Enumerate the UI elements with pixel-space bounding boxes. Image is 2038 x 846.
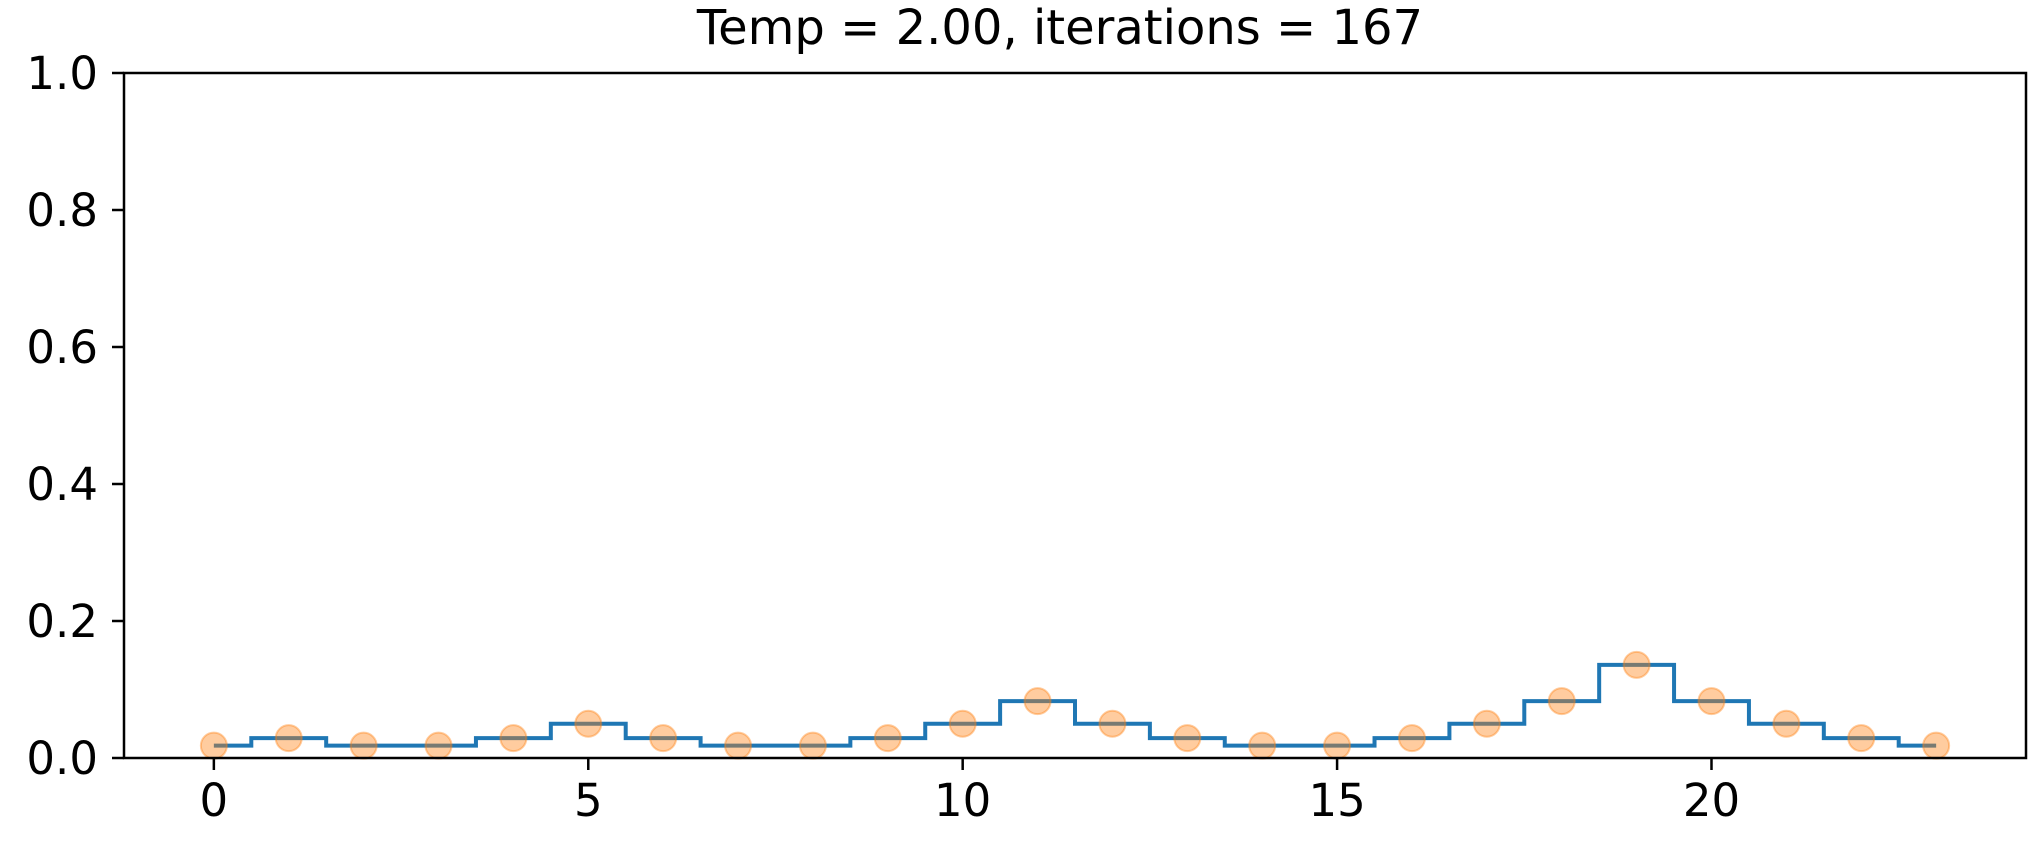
- x-tick-label: 0: [200, 774, 229, 827]
- data-point-marker: [1248, 731, 1277, 760]
- data-point-marker: [1023, 687, 1052, 716]
- data-point-marker: [873, 724, 902, 753]
- x-tick-label: 5: [574, 774, 603, 827]
- axes: 0 5 10 15 20 0.0 0.2 0.4 0.6 0.8 1.0: [26, 47, 2028, 827]
- data-point-marker: [1697, 687, 1726, 716]
- data-point-marker: [798, 731, 827, 760]
- data-point-marker: [199, 731, 228, 760]
- data-point-marker: [1547, 687, 1576, 716]
- data-point-marker: [1323, 731, 1352, 760]
- data-point-marker: [424, 731, 453, 760]
- data-point-marker: [1098, 709, 1127, 738]
- data-point-marker: [948, 709, 977, 738]
- data-point-marker: [649, 724, 678, 753]
- data-point-marker: [724, 731, 753, 760]
- data-point-marker: [1772, 709, 1801, 738]
- y-tick-label: 0.2: [26, 595, 98, 648]
- y-tick-label: 0.8: [26, 184, 98, 237]
- data-point-marker: [1472, 709, 1501, 738]
- data-point-marker: [574, 709, 603, 738]
- y-tick-label: 0.6: [26, 321, 98, 374]
- data-point-marker: [1922, 731, 1951, 760]
- chart-title: Temp = 2.00, iterations = 167: [696, 0, 1423, 56]
- data-point-marker: [1397, 724, 1426, 753]
- x-tick-label: 10: [934, 774, 991, 827]
- data-point-marker: [1622, 650, 1651, 679]
- x-tick-label: 15: [1308, 774, 1365, 827]
- data-point-marker: [499, 724, 528, 753]
- y-tick-label: 0.4: [26, 458, 98, 511]
- y-tick-label: 1.0: [26, 47, 98, 100]
- data-point-marker: [1847, 724, 1876, 753]
- x-tick-label: 20: [1683, 774, 1740, 827]
- data-point-marker: [349, 731, 378, 760]
- axes-frame: [122, 71, 2028, 760]
- data-point-marker: [274, 724, 303, 753]
- data-point-marker: [1173, 724, 1202, 753]
- y-tick-label: 0.0: [26, 732, 98, 785]
- step-line-series: [213, 662, 1937, 748]
- plot-area: [199, 650, 1951, 760]
